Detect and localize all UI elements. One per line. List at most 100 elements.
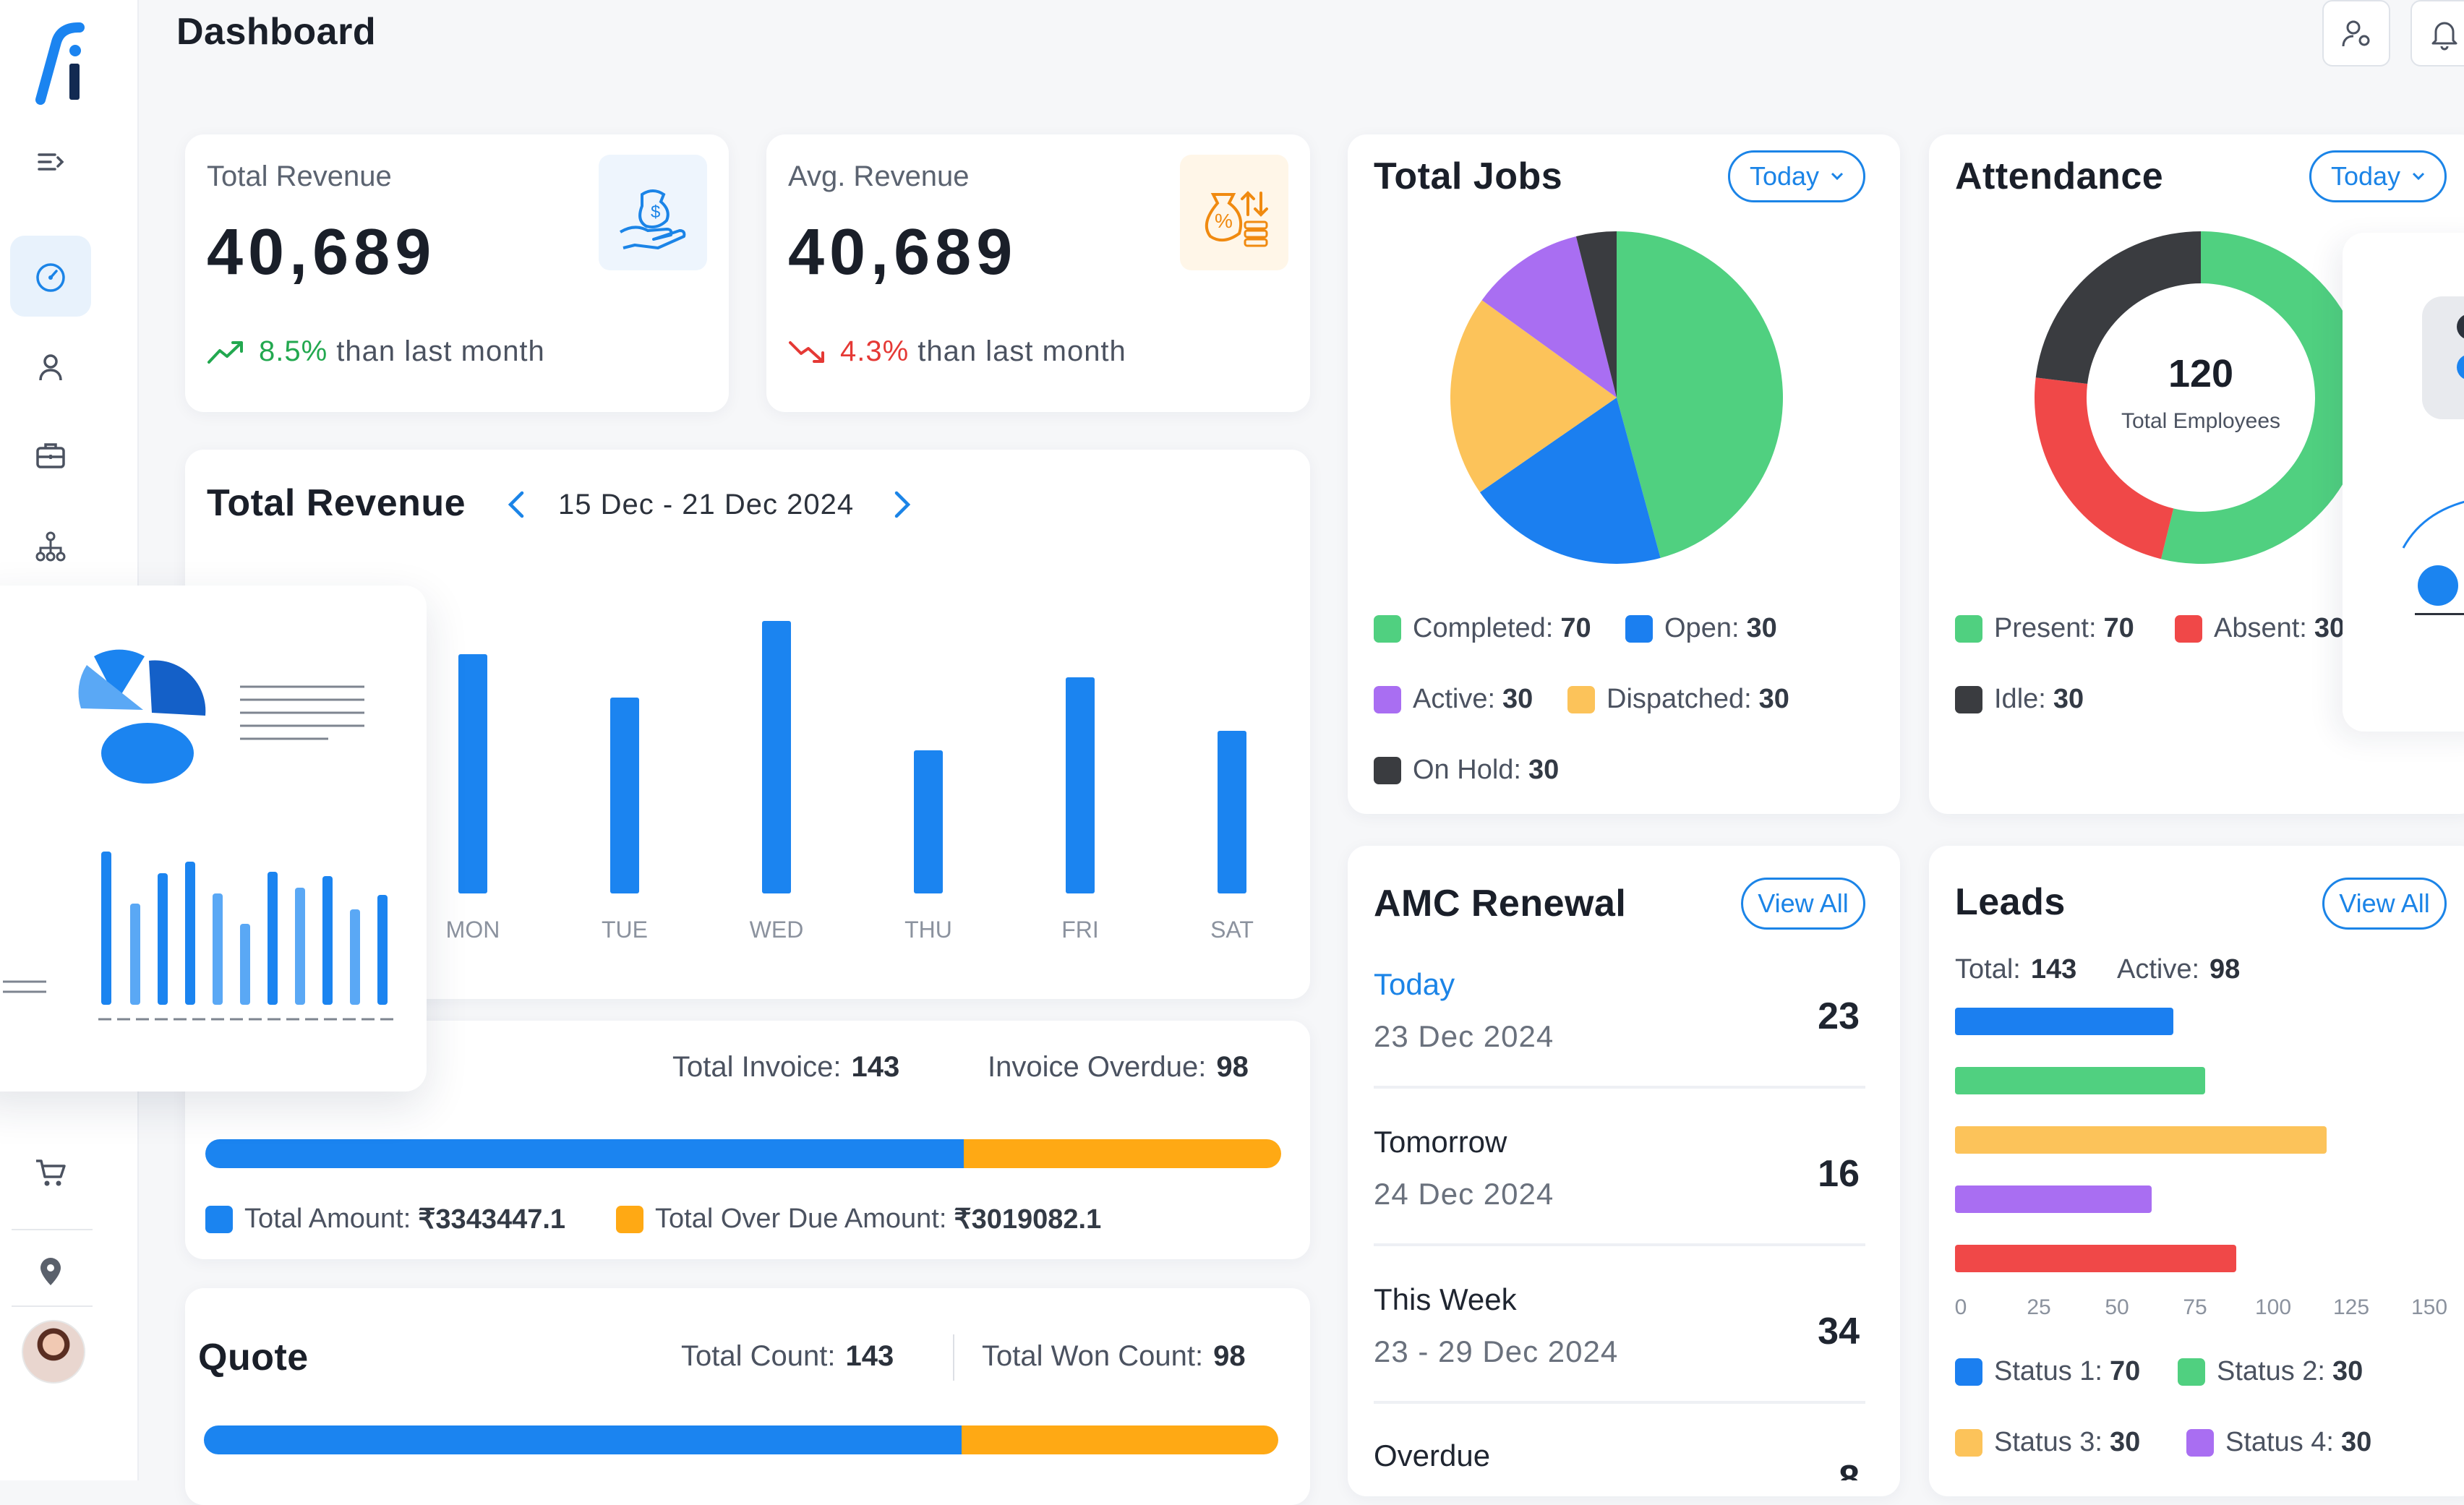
menu-toggle-icon[interactable] [10, 121, 91, 202]
total-invoice-value: 143 [851, 1051, 900, 1083]
legend-value: 30 [1502, 684, 1533, 714]
total-amount-value: ₹3343447.1 [418, 1204, 566, 1235]
user-gear-icon [2342, 20, 2370, 47]
slice-present [2160, 231, 2367, 564]
notifications-button[interactable] [2410, 0, 2464, 67]
blue-dot-icon [2418, 565, 2458, 606]
stat-divider [953, 1334, 954, 1381]
leads-axis-tick: 100 [2254, 1295, 2292, 1319]
avatar[interactable] [22, 1320, 85, 1384]
kpi-card-total-revenue: Total Revenue 40,689 8.5% than last mont… [185, 134, 729, 412]
svg-text:%: % [1215, 210, 1233, 232]
legend-total-amount: Total Amount: ₹3343447.1 [205, 1203, 565, 1235]
legend-overdue-amount: Total Over Due Amount: ₹3019082.1 [616, 1203, 1101, 1235]
total-jobs-title: Total Jobs [1374, 155, 1563, 197]
revenue-bar-thu [914, 750, 943, 893]
jobs-legend-item-2: Open: 30 [1625, 613, 1777, 644]
quote-progress-bar [204, 1425, 1278, 1454]
quote-title: Quote [198, 1337, 309, 1378]
amc-row-count: 16 [1818, 1153, 1860, 1195]
legend-label: On Hold: [1413, 755, 1521, 785]
jobs-filter-dropdown[interactable]: Today [1728, 150, 1865, 202]
slice-dispatched [1450, 300, 1617, 492]
quote-card [185, 1288, 1310, 1505]
quote-progress-count [204, 1425, 962, 1454]
revenue-bar-label: MON [445, 917, 500, 943]
attendance-total-value: 120 [2168, 352, 2234, 395]
kpi-change: 4.3% [840, 335, 910, 367]
leads-legend-item-3: Status 3: 30 [1955, 1427, 2140, 1458]
kpi-change-text: than last month [917, 335, 1126, 367]
kpi-label: Total Revenue [207, 160, 392, 192]
attendance-donut-chart [2035, 231, 2367, 564]
amc-row-overdue[interactable]: Overdue 8 [1374, 1438, 1865, 1480]
amc-row-count: 23 [1818, 995, 1860, 1037]
money-bag-icon: $ [599, 155, 707, 270]
total-invoice-stat: Total Invoice: 143 [672, 1051, 899, 1084]
location-pin-icon[interactable] [10, 1230, 91, 1311]
revenue-bar-mon [458, 653, 487, 893]
leads-title: Leads [1955, 881, 2066, 923]
total-amount-label: Total Amount: [244, 1204, 411, 1234]
leads-view-all-button[interactable]: View All [2322, 878, 2447, 930]
quote-count-stat: Total Count: 143 [681, 1340, 894, 1373]
trend-up-icon [208, 340, 243, 364]
amc-row-date: 23 - 29 Dec 2024 [1374, 1334, 1619, 1368]
revenue-bar-label: FRI [1061, 917, 1099, 943]
jobs-legend-item-3: Active: 30 [1374, 684, 1533, 715]
leads-bar-4 [1955, 1185, 2152, 1213]
amc-row-this-week[interactable]: This Week 23 - 29 Dec 2024 34 [1374, 1282, 1865, 1398]
sidebar-item-hierarchy[interactable] [10, 506, 91, 587]
sidebar-item-users[interactable] [10, 327, 91, 408]
leads-card [1929, 846, 2464, 1496]
amc-row-today[interactable]: Today 23 Dec 2024 23 [1374, 967, 1865, 1083]
legend-value: 30 [2053, 684, 2084, 714]
legend-swatch [205, 1205, 233, 1233]
revenue-chart-title: Total Revenue [207, 482, 466, 524]
kpi-change: 8.5% [259, 335, 328, 367]
legend-value: 30 [2332, 1356, 2364, 1386]
bell-icon [2431, 22, 2457, 51]
legend-value: 70 [2109, 1356, 2141, 1386]
kpi-card-avg-revenue: Avg. Revenue 40,689 4.3% than last month… [766, 134, 1310, 412]
jobs-legend-item-5: On Hold: 30 [1374, 755, 1559, 786]
legend-label: Active: [1413, 684, 1496, 714]
amc-row-label: Today [1374, 967, 1455, 1001]
legend-value: 30 [1758, 684, 1789, 714]
amc-row-tomorrow[interactable]: Tomorrow 24 Dec 2024 16 [1374, 1125, 1865, 1240]
sidebar-item-dashboard[interactable] [10, 236, 91, 317]
legend-label: Present: [1994, 613, 2097, 643]
invoice-overdue-stat: Invoice Overdue: 98 [988, 1051, 1249, 1084]
prev-week-button[interactable] [502, 489, 531, 520]
next-week-button[interactable] [888, 489, 917, 520]
leads-bar-5 [1955, 1245, 2236, 1272]
attendance-filter-value: Today [2330, 161, 2401, 191]
legend-value: 30 [2314, 613, 2345, 643]
revenue-bar-sat [1218, 730, 1246, 893]
curve-decoration [2402, 500, 2464, 549]
user-settings-button[interactable] [2322, 0, 2390, 67]
jobs-legend-item-4: Dispatched: 30 [1567, 684, 1789, 715]
revenue-bar-label: WED [749, 917, 804, 943]
toggle-dot [2457, 354, 2464, 380]
legend-label: Dispatched: [1607, 684, 1752, 714]
revenue-bar-label: THU [904, 917, 952, 943]
legend-swatch [1955, 614, 1982, 643]
chart-preview-illustration [3, 649, 395, 1021]
panel-toggle [2422, 296, 2464, 419]
amc-view-all-button[interactable]: View All [1741, 878, 1865, 930]
app-logo[interactable] [27, 22, 114, 108]
attendance-filter-dropdown[interactable]: Today [2309, 150, 2447, 202]
legend-swatch [1955, 685, 1982, 713]
sidebar-item-jobs[interactable] [10, 415, 91, 496]
chevron-down-icon [2412, 172, 2425, 181]
amc-row-label: Overdue [1374, 1438, 1491, 1472]
leads-total-stat: Total: 143 [1955, 954, 2076, 985]
quote-won-label: Total Won Count: [982, 1340, 1204, 1372]
leads-axis-tick: 150 [2410, 1295, 2448, 1319]
invoice-progress-bar [205, 1139, 1281, 1168]
underline-decoration [2415, 613, 2464, 615]
legend-label: Absent: [2214, 613, 2307, 643]
amc-view-all-label: View All [1758, 888, 1849, 918]
sidebar-item-cart[interactable] [10, 1132, 91, 1213]
